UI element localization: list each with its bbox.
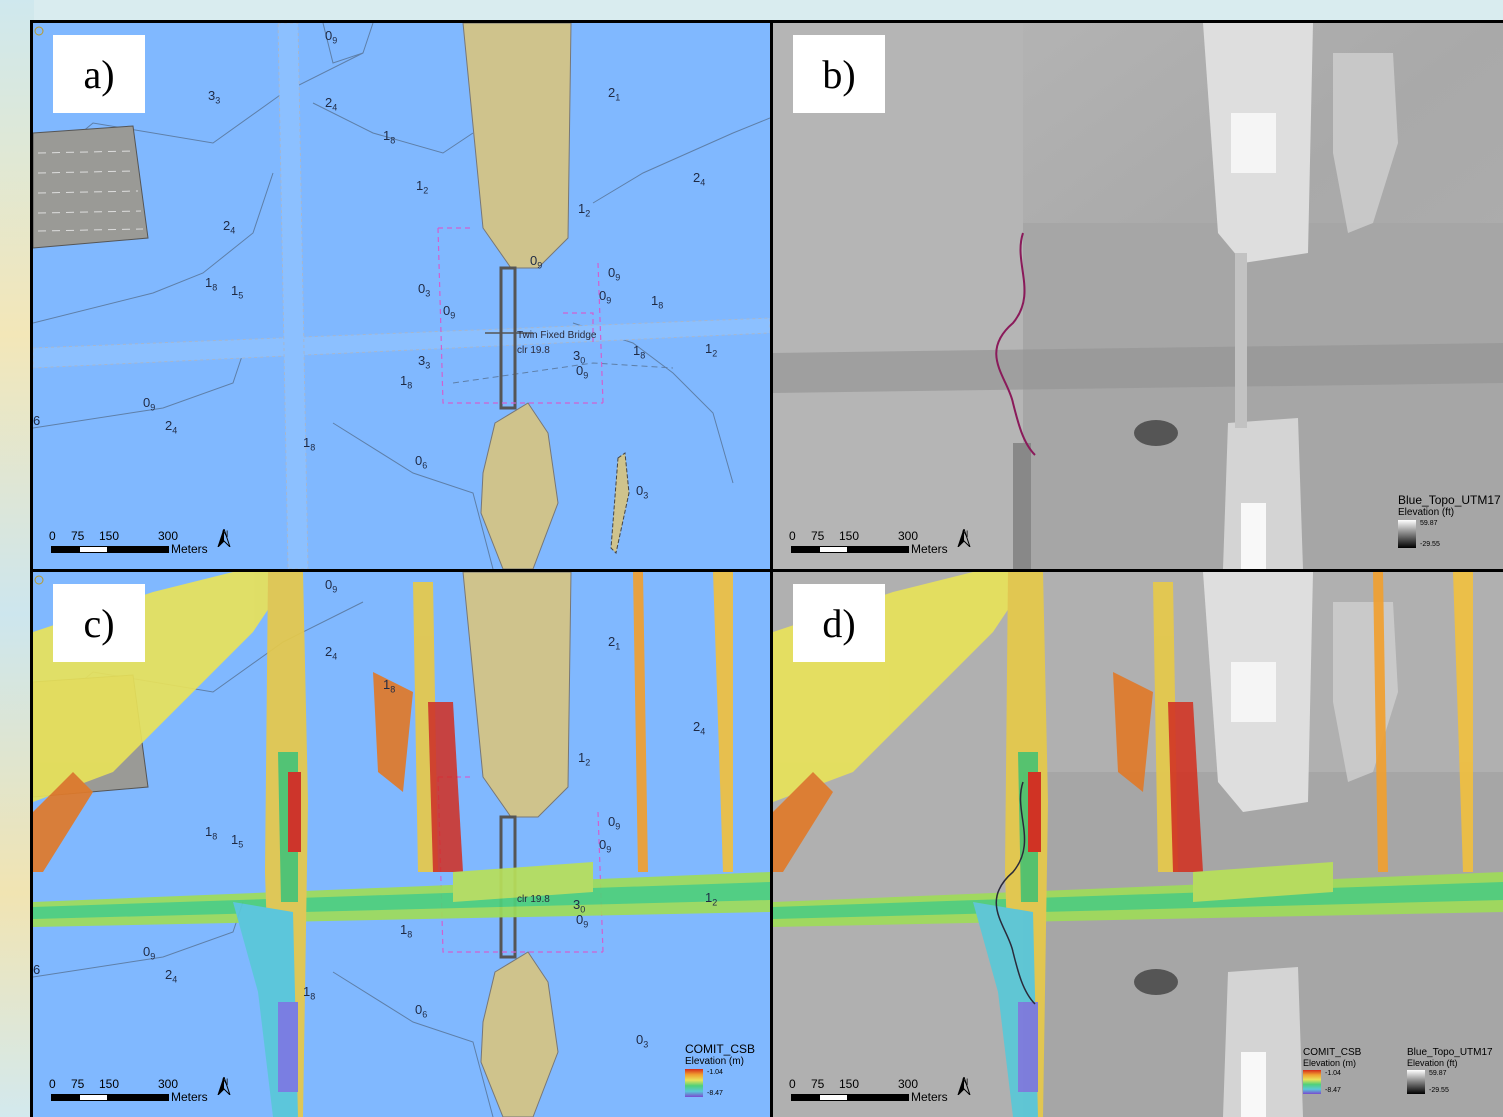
depth-sounding: 30	[573, 897, 586, 915]
panel-label-d: d)	[793, 584, 885, 662]
depth-sounding: 12	[416, 178, 429, 196]
scale-unit-label: Meters	[911, 542, 948, 556]
scale-bar: 0 75 150 300 Meters	[49, 529, 208, 556]
page-background-strip	[0, 0, 34, 1117]
depth-sounding: 24	[165, 967, 178, 985]
depth-sounding: 06	[415, 453, 428, 471]
bridge-name-label: Twin Fixed Bridge	[517, 330, 597, 341]
bridge-clearance-label: clr 19.8	[517, 894, 550, 905]
north-arrow-icon: N	[217, 1077, 233, 1107]
north-arrow-icon: N	[217, 529, 233, 559]
depth-sounding: 03	[418, 281, 431, 299]
depth-sounding: 24	[223, 218, 236, 236]
depth-sounding: 09	[530, 253, 543, 271]
depth-sounding: 24	[693, 719, 706, 737]
scale-bar: 0 75 150 300 Meters	[789, 1077, 948, 1104]
depth-sounding: 09	[599, 837, 612, 855]
depth-sounding: 6	[33, 962, 41, 977]
depth-sounding: 09	[143, 944, 156, 962]
depth-sounding: 33	[208, 88, 221, 106]
panel-c-csb-over-chart: c) 09 24 18 21 24 12 18 15 09 09 30 18 1…	[33, 572, 770, 1117]
north-arrow-icon: N	[957, 1077, 973, 1107]
depth-sounding: 6	[33, 413, 41, 428]
depth-sounding: 18	[651, 293, 664, 311]
depth-sounding: 18	[400, 373, 413, 391]
depth-sounding: 24	[325, 644, 338, 662]
depth-sounding: 18	[400, 922, 413, 940]
depth-sounding: 09	[325, 28, 338, 46]
depth-sounding: 24	[693, 170, 706, 188]
depth-sounding: 18	[383, 128, 396, 146]
depth-sounding: 06	[415, 1002, 428, 1020]
depth-sounding: 12	[578, 750, 591, 768]
depth-sounding: 18	[383, 677, 396, 695]
panel-label-b: b)	[793, 35, 885, 113]
depth-sounding: 15	[231, 832, 244, 850]
scale-bar: 0 75 150 300 Meters	[49, 1077, 208, 1104]
depth-sounding: 15	[231, 283, 244, 301]
legend-comit-csb: COMIT_CSB Elevation (m) -1.04 -8.47	[1303, 1047, 1362, 1094]
depth-sounding: 03	[636, 483, 649, 501]
csb-over-bluetopo-raster	[773, 572, 1503, 1117]
depth-sounding: 18	[303, 984, 316, 1002]
depth-sounding: 18	[633, 343, 646, 361]
depth-sounding: 24	[325, 95, 338, 113]
panel-a-nautical-chart: a) 09 33 24 18 21 12 24 12 24 18 15 09 0…	[33, 23, 770, 569]
legend-bluetopo: Blue_Topo_UTM17 Elevation (ft) 59.87 -29.…	[1407, 1047, 1493, 1094]
depth-sounding: 09	[608, 265, 621, 283]
depth-sounding: 09	[608, 814, 621, 832]
depth-sounding: 21	[608, 634, 621, 652]
nautical-chart-map	[33, 23, 770, 569]
bluetopo-raster	[773, 23, 1503, 569]
depth-sounding: 18	[303, 435, 316, 453]
bridge-clearance-label: clr 19.8	[517, 345, 550, 356]
depth-sounding: 33	[418, 353, 431, 371]
legend-comit-csb: COMIT_CSB Elevation (m) -1.04 -8.47	[685, 1042, 756, 1097]
depth-sounding: 09	[443, 303, 456, 321]
depth-sounding: 12	[705, 890, 718, 908]
depth-sounding: 09	[576, 363, 589, 381]
north-arrow-icon: N	[957, 529, 973, 559]
depth-sounding: 12	[705, 341, 718, 359]
scale-unit-label: Meters	[171, 542, 208, 556]
depth-sounding: 09	[599, 288, 612, 306]
depth-sounding: 12	[578, 201, 591, 219]
depth-sounding: 09	[325, 577, 338, 595]
depth-sounding: 18	[205, 275, 218, 293]
scale-bar: 0 75 150 300 Meters	[789, 529, 948, 556]
depth-sounding: 24	[165, 418, 178, 436]
depth-sounding: 09	[576, 912, 589, 930]
depth-sounding: 30	[573, 348, 586, 366]
panel-label-a: a)	[53, 35, 145, 113]
depth-sounding: 21	[608, 85, 621, 103]
csb-over-nautical-chart	[33, 572, 770, 1117]
legend-bluetopo: Blue_Topo_UTM17 Elevation (ft) 59.87 -29.…	[1398, 493, 1501, 548]
depth-sounding: 03	[636, 1032, 649, 1050]
depth-sounding: 18	[205, 824, 218, 842]
scale-unit-label: Meters	[171, 1090, 208, 1104]
scale-unit-label: Meters	[911, 1090, 948, 1104]
panel-d-csb-over-bluetopo: d) COMIT_CSB Elevation (m) -1.04 -8.47 Bl…	[773, 572, 1503, 1117]
depth-sounding: 09	[143, 395, 156, 413]
panel-b-bluetopo-elevation: b) Blue_Topo_UTM17 Elevation (ft) 59.87-…	[773, 23, 1503, 569]
panel-label-c: c)	[53, 584, 145, 662]
